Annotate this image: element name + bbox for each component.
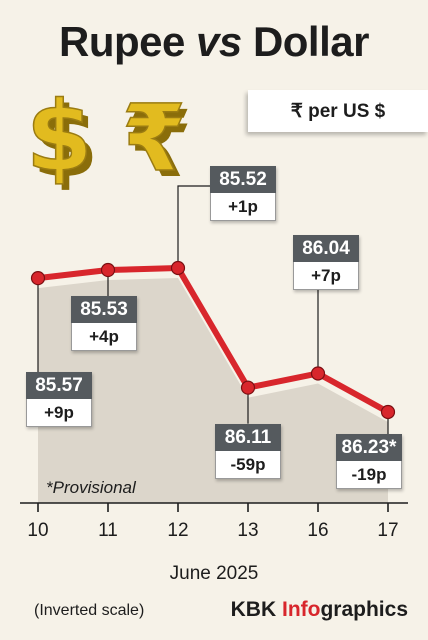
series-line (35, 265, 391, 415)
data-point-13 (240, 380, 256, 395)
change-value: +4p (71, 323, 137, 352)
x-tick-label: 16 (307, 520, 328, 541)
scale-note: (Inverted scale) (34, 602, 145, 619)
brand-prefix: KBK (230, 598, 282, 621)
unit-badge: ₹ per US $ (248, 90, 428, 132)
brand-highlight: Info (281, 598, 321, 621)
dollar-icon: $ $ (25, 88, 99, 198)
x-tick-label: 17 (377, 520, 398, 541)
rupee-icon: ₹ ₹ (121, 88, 192, 198)
value-label-13: 86.11 -59p (215, 423, 281, 479)
data-point-17 (380, 404, 396, 420)
x-tick-label: 11 (98, 520, 118, 541)
data-point-16 (310, 366, 326, 381)
rate-value: 86.23* (336, 434, 402, 461)
data-point-11 (100, 262, 116, 278)
change-value: +7p (293, 262, 359, 291)
brand-suffix: graphics (320, 598, 408, 621)
change-value: +1p (210, 193, 276, 221)
value-label-16: 86.04 +7p (293, 235, 359, 291)
svg-text:₹: ₹ (122, 88, 186, 192)
value-label-17: 86.23* -19p (336, 434, 402, 489)
provisional-note: *Provisional (46, 478, 136, 497)
data-point-12 (170, 260, 186, 276)
svg-text:$: $ (32, 88, 99, 198)
svg-text:$: $ (26, 88, 93, 193)
rate-value: 85.53 (71, 296, 137, 324)
change-value: -59p (215, 450, 281, 479)
svg-text:₹: ₹ (128, 91, 192, 198)
rate-value: 86.11 (215, 423, 281, 451)
value-label-12: 85.52 +1p (210, 166, 276, 221)
change-value: +9p (26, 399, 92, 428)
currency-icons: $ $ ₹ ₹ (25, 88, 192, 198)
title-rupee: Rupee (59, 18, 185, 65)
change-value: -19p (336, 461, 402, 489)
brand-logo: KBK Infographics (231, 598, 408, 622)
title-vs: vs (196, 18, 242, 65)
x-tick-label: 13 (237, 520, 258, 541)
x-tick-label: 10 (27, 520, 48, 541)
rate-value: 85.52 (210, 166, 276, 193)
rate-value: 86.04 (293, 235, 359, 263)
x-axis-title: June 2025 (169, 563, 259, 584)
rate-value: 85.57 (26, 372, 92, 400)
x-tick-label: 12 (167, 520, 188, 541)
leader-line (177, 185, 210, 268)
value-label-11: 85.53 +4p (71, 296, 137, 352)
data-point-10 (30, 271, 46, 286)
value-label-10: 85.57 +9p (26, 372, 92, 428)
page-title: Rupee vs Dollar (0, 18, 428, 66)
title-dollar: Dollar (252, 18, 370, 65)
